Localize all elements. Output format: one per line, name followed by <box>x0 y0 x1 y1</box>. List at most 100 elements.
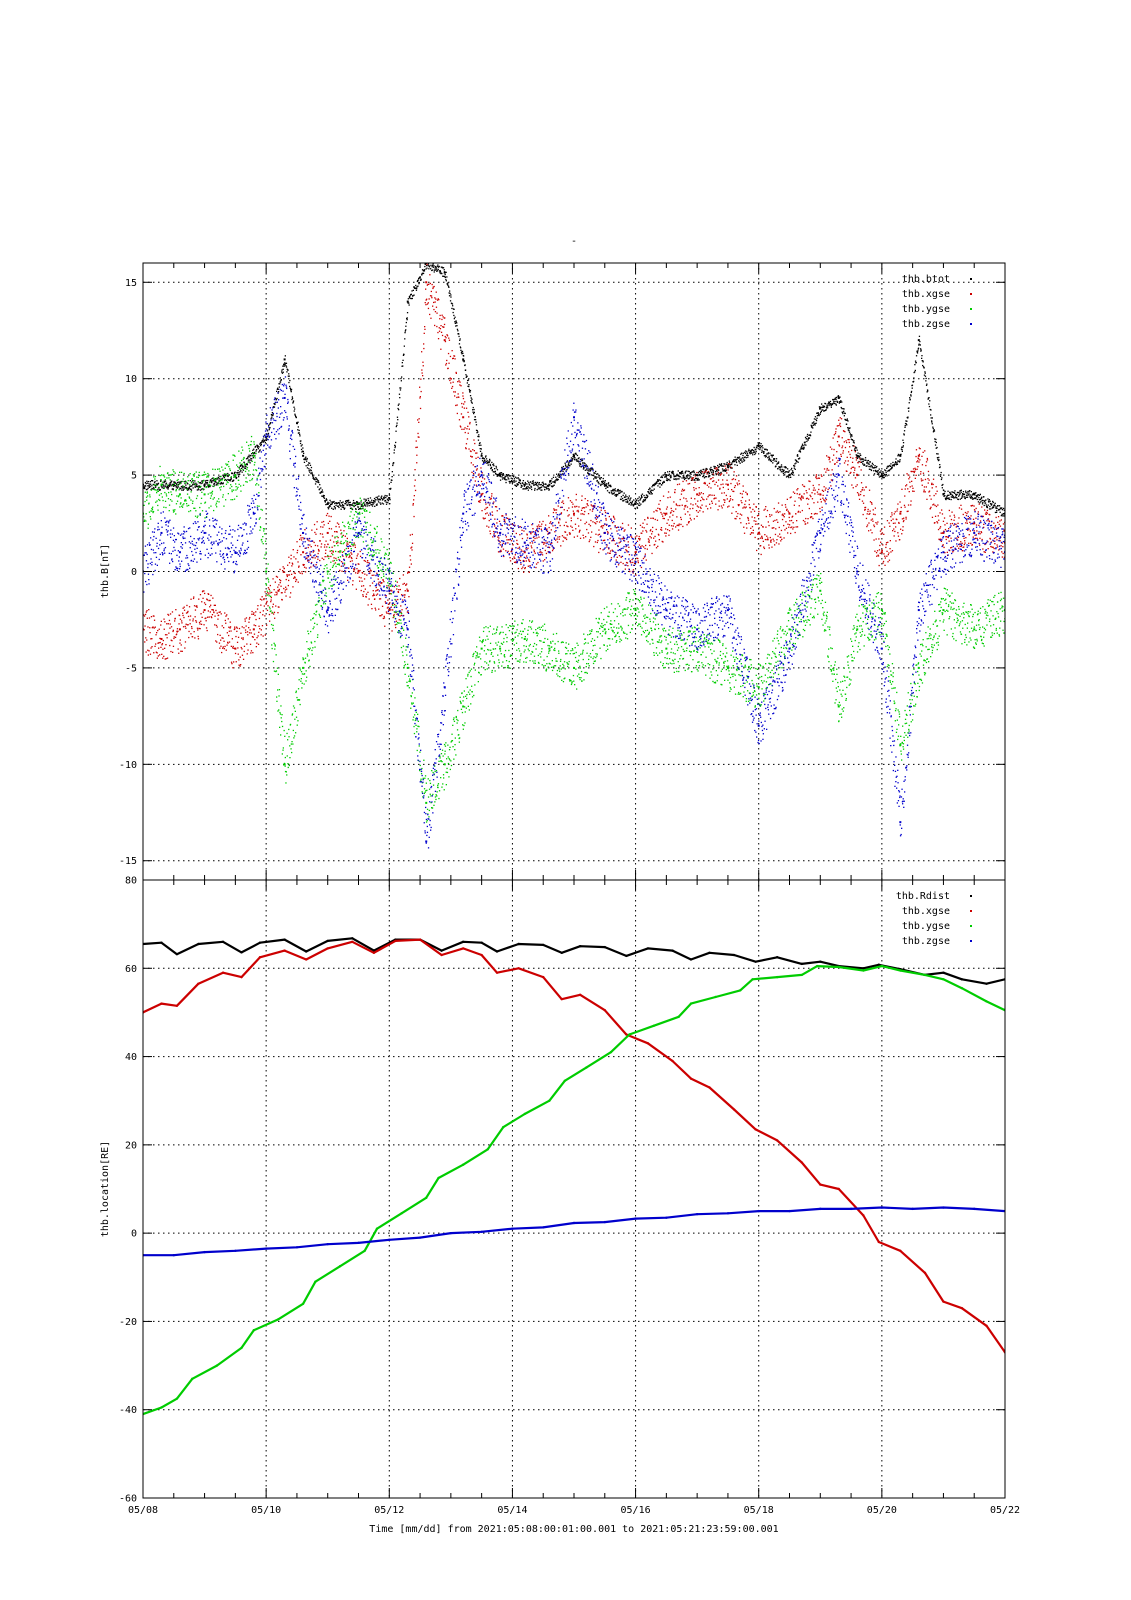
scatter-dot <box>186 611 189 614</box>
scatter-dot <box>361 503 363 505</box>
scatter-dot <box>620 498 622 501</box>
scatter-dot <box>444 317 446 319</box>
scatter-dot <box>732 478 735 480</box>
scatter-dot <box>532 480 534 483</box>
scatter-dot <box>734 485 736 487</box>
scatter-dot <box>423 269 425 271</box>
scatter-dot <box>432 266 435 268</box>
scatter-dot <box>560 513 562 515</box>
scatter-dot <box>790 519 793 522</box>
scatter-dot <box>255 450 257 452</box>
scatter-dot <box>975 494 977 497</box>
scatter-dot <box>719 487 721 489</box>
scatter-dot <box>403 594 405 596</box>
scatter-dot <box>595 533 597 535</box>
scatter-dot <box>660 511 662 514</box>
scatter-dot <box>913 371 915 374</box>
scatter-dot <box>657 507 659 509</box>
scatter-dot <box>214 615 216 617</box>
scatter-dot <box>578 457 580 459</box>
scatter-dot <box>721 507 723 509</box>
scatter-dot <box>301 571 303 573</box>
scatter-dot <box>355 508 357 510</box>
scatter-dot <box>978 499 980 501</box>
scatter-dot <box>366 574 368 576</box>
scatter-dot <box>541 554 544 556</box>
scatter-dot <box>607 482 610 484</box>
scatter-dot <box>947 498 950 500</box>
scatter-dot <box>225 615 227 617</box>
scatter-dot <box>368 562 370 564</box>
scatter-dot <box>616 490 618 492</box>
scatter-dot <box>387 499 389 501</box>
scatter-dot <box>155 651 157 653</box>
scatter-dot <box>725 494 727 497</box>
scatter-dot <box>597 534 599 536</box>
scatter-dot <box>649 488 651 490</box>
scatter-dot <box>492 464 494 466</box>
scatter-dot <box>703 482 705 484</box>
scatter-dot <box>184 487 186 489</box>
scatter-dot <box>421 351 423 353</box>
scatter-dot <box>403 596 406 598</box>
scatter-dot <box>431 283 433 286</box>
scatter-dot <box>656 480 659 482</box>
scatter-dot <box>251 610 253 613</box>
scatter-dot <box>953 497 955 499</box>
scatter-dot <box>990 504 993 506</box>
scatter-dot <box>374 505 376 507</box>
scatter-dot <box>614 525 616 527</box>
scatter-dot <box>664 532 666 534</box>
scatter-dot <box>835 428 837 430</box>
scatter-dot <box>552 481 554 483</box>
scatter-dot <box>279 381 282 383</box>
scatter-dot <box>612 493 614 495</box>
scatter-dot <box>544 549 546 552</box>
scatter-dot <box>828 458 830 461</box>
scatter-dot <box>505 536 507 538</box>
scatter-dot <box>454 391 456 393</box>
scatter-dot <box>736 464 738 466</box>
scatter-dot <box>250 458 252 460</box>
scatter-dot <box>447 367 449 369</box>
scatter-dot <box>320 526 322 528</box>
scatter-dot <box>498 537 500 539</box>
scatter-dot <box>632 505 635 507</box>
scatter-dot <box>416 280 418 283</box>
scatter-dot <box>811 516 813 518</box>
scatter-dot <box>813 421 815 423</box>
scatter-dot <box>966 496 969 498</box>
scatter-dot <box>185 627 187 629</box>
scatter-dot <box>590 469 592 471</box>
scatter-dot <box>908 410 910 412</box>
scatter-dot <box>835 396 838 399</box>
scatter-dot <box>674 489 676 491</box>
scatter-dot <box>542 560 544 562</box>
scatter-dot <box>158 628 160 630</box>
scatter-dot <box>571 506 574 508</box>
scatter-dot <box>824 501 826 503</box>
scatter-dot <box>801 495 803 497</box>
scatter-dot <box>985 504 987 506</box>
scatter-dot <box>728 500 730 503</box>
scatter-dot <box>639 499 641 501</box>
scatter-dot <box>346 499 349 502</box>
scatter-dot <box>574 457 576 459</box>
scatter-dot <box>175 482 177 484</box>
scatter-dot <box>481 510 483 512</box>
scatter-dot <box>327 506 329 509</box>
scatter-dot <box>976 495 978 498</box>
scatter-dot <box>341 502 343 504</box>
scatter-dot <box>176 487 178 489</box>
scatter-dot <box>667 491 670 493</box>
scatter-dot <box>458 419 461 421</box>
scatter-dot <box>199 594 202 596</box>
scatter-dot <box>612 492 615 495</box>
scatter-dot <box>277 612 279 614</box>
scatter-dot <box>994 502 996 504</box>
scatter-dot <box>858 455 861 457</box>
scatter-dot <box>387 501 389 504</box>
scatter-dot <box>653 537 655 539</box>
scatter-dot <box>720 463 723 465</box>
scatter-dot <box>979 498 982 501</box>
